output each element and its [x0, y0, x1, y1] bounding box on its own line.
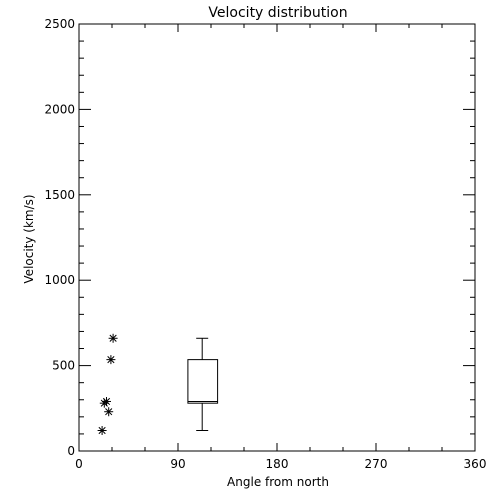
data-point-stroke — [107, 356, 115, 364]
data-point — [97, 426, 107, 436]
data-point-stroke — [102, 397, 111, 406]
data-point — [104, 407, 114, 417]
x-tick-label: 270 — [365, 457, 388, 471]
data-point-stroke — [109, 334, 117, 342]
data-point-stroke — [98, 426, 106, 435]
box-iqr — [187, 359, 219, 404]
x-tick-label: 360 — [464, 457, 487, 471]
x-axis-label: Angle from north — [227, 475, 329, 489]
chart-title: Velocity distribution — [208, 5, 347, 21]
y-tick-label: 500 — [52, 359, 75, 373]
data-point-stroke — [105, 408, 113, 416]
plot-frame — [78, 23, 476, 452]
x-tick-label: 180 — [266, 457, 289, 471]
x-tick-label: 0 — [75, 457, 83, 471]
data-point — [102, 396, 111, 406]
data-point — [106, 355, 116, 365]
y-tick-label: 2000 — [44, 102, 75, 116]
y-tick-label: 1500 — [44, 188, 75, 202]
data-point — [108, 333, 118, 343]
y-tick-label: 1000 — [44, 273, 75, 287]
y-tick-label: 0 — [67, 444, 75, 458]
y-tick-label: 2500 — [44, 17, 75, 31]
y-axis-label: Velocity (km/s) — [22, 194, 36, 283]
x-tick-label: 90 — [170, 457, 185, 471]
